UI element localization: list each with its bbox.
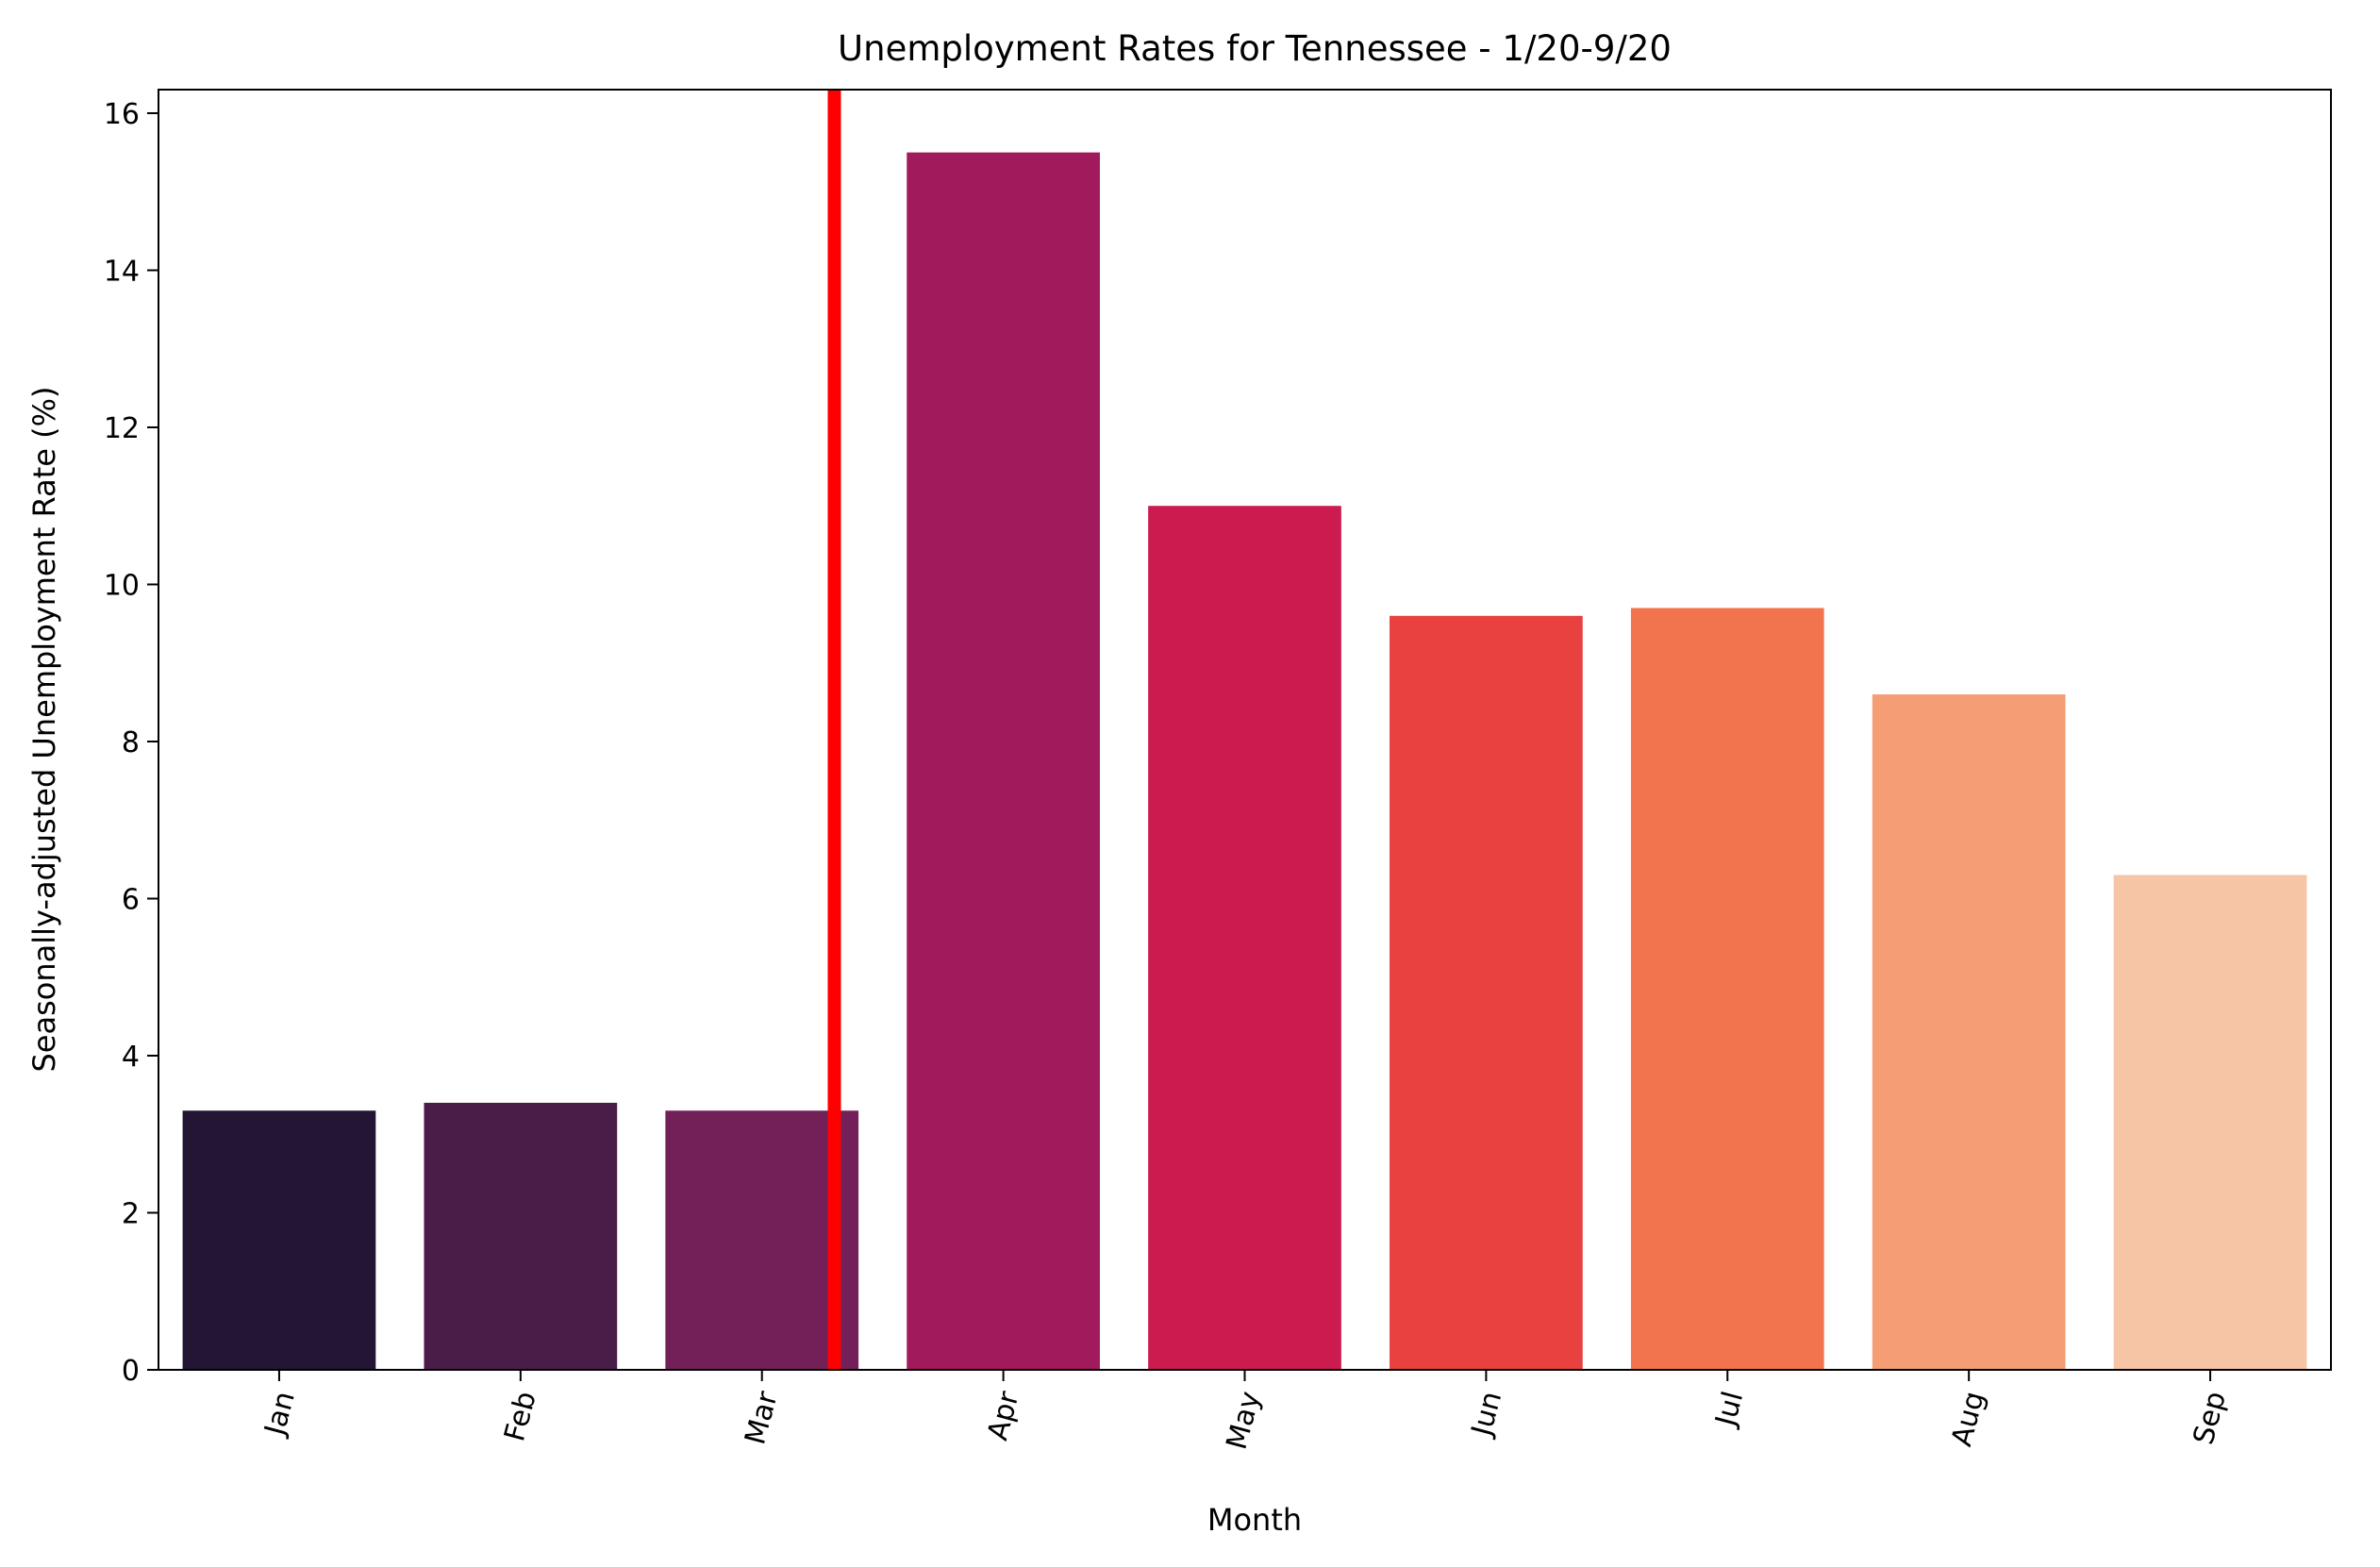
y-axis-ticks: 0 2 4 6 8 10 12 14 16 <box>104 98 158 1388</box>
y-tick-label: 14 <box>104 255 140 288</box>
bar-aug <box>1872 694 2066 1370</box>
x-tick-label-may: May <box>1221 1388 1268 1453</box>
y-tick-label: 2 <box>122 1197 140 1230</box>
x-tick-label-feb: Feb <box>498 1388 543 1444</box>
y-axis-label: Seasonally-adjusted Unemployment Rate (%… <box>26 387 62 1073</box>
bar-mar <box>665 1110 859 1370</box>
reference-line-group <box>827 90 841 1370</box>
y-tick-label: 4 <box>122 1041 140 1074</box>
y-tick-label: 10 <box>104 569 140 602</box>
y-tick-label: 16 <box>104 98 140 131</box>
bar-jul <box>1630 608 1824 1370</box>
x-axis-ticks: Jan Feb Mar Apr May Jun Jul Aug Sep <box>258 1370 2233 1453</box>
y-tick-label: 8 <box>122 726 140 759</box>
x-tick-label-jul: Jul <box>1709 1388 1751 1431</box>
x-axis-label: Month <box>1207 1502 1302 1538</box>
y-tick-label: 6 <box>122 883 140 916</box>
y-tick-label: 12 <box>104 412 140 445</box>
x-tick-label-aug: Aug <box>1945 1388 1991 1450</box>
bar-jun <box>1390 615 1583 1370</box>
x-tick-label-jun: Jun <box>1465 1388 1508 1441</box>
plot-frame <box>158 89 2332 1371</box>
bar-may <box>1148 506 1341 1370</box>
bar-feb <box>424 1102 618 1370</box>
bar-jan <box>182 1110 376 1370</box>
bars-group <box>182 152 2307 1371</box>
chart-title: Unemployment Rates for Tennessee - 1/20-… <box>838 28 1672 69</box>
y-tick-label: 0 <box>122 1355 140 1388</box>
x-tick-label-apr: Apr <box>981 1388 1025 1444</box>
x-tick-label-jan: Jan <box>258 1388 302 1441</box>
bar-apr <box>907 152 1100 1371</box>
bar-sep <box>2113 875 2307 1370</box>
x-tick-label-sep: Sep <box>2188 1388 2233 1448</box>
x-tick-label-mar: Mar <box>739 1388 785 1448</box>
reference-line <box>827 90 841 1370</box>
